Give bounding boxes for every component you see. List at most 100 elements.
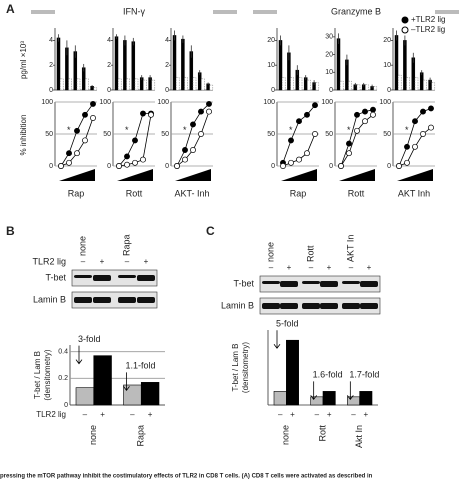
legend-label: –TLR2 lig bbox=[411, 25, 445, 34]
y-tick-label: 100 bbox=[99, 99, 111, 106]
sign-label: – bbox=[349, 263, 354, 272]
bar bbox=[68, 78, 72, 91]
y-tick-label: 50 bbox=[45, 131, 53, 138]
bar bbox=[140, 382, 160, 406]
point bbox=[174, 163, 180, 169]
bar bbox=[348, 80, 352, 91]
y-tick-label: 100 bbox=[157, 99, 169, 106]
point bbox=[296, 156, 302, 163]
sign-label: – bbox=[83, 410, 88, 419]
point bbox=[140, 156, 146, 163]
bar bbox=[307, 79, 311, 91]
point bbox=[132, 137, 138, 144]
point bbox=[420, 108, 426, 115]
sign-label: + bbox=[148, 410, 153, 419]
point bbox=[74, 150, 80, 157]
y-tick-label: 4 bbox=[49, 37, 53, 44]
bar bbox=[286, 339, 299, 406]
y-tick-label: 10 bbox=[383, 62, 391, 69]
x-axis-label: TLR2 lig bbox=[36, 410, 66, 419]
bar bbox=[373, 86, 378, 91]
bar bbox=[151, 79, 156, 91]
bar bbox=[273, 391, 287, 406]
x-category-label: Rott bbox=[317, 425, 327, 442]
bar bbox=[315, 82, 320, 91]
annotation-arrow bbox=[310, 381, 317, 401]
bar bbox=[59, 78, 64, 91]
sign-label: + bbox=[363, 410, 368, 419]
y-tick-label: 0 bbox=[329, 87, 333, 94]
point bbox=[312, 131, 318, 137]
y-axis-label: (densitometry) bbox=[241, 342, 250, 393]
sign-label: + bbox=[367, 263, 372, 272]
point bbox=[304, 150, 310, 157]
y-tick-label: 0 bbox=[271, 87, 275, 94]
bar bbox=[423, 79, 427, 91]
blot-band bbox=[118, 297, 136, 303]
bar bbox=[123, 40, 127, 91]
point bbox=[74, 127, 80, 134]
y-tick-label: 0 bbox=[107, 87, 111, 94]
point bbox=[90, 115, 96, 121]
blot-band bbox=[118, 275, 136, 278]
fold-annotation: 1.7-fold bbox=[349, 370, 379, 380]
series-line bbox=[176, 103, 210, 167]
panel-label: B bbox=[6, 224, 15, 238]
sign-label: + bbox=[100, 410, 105, 419]
point bbox=[412, 143, 418, 150]
y-tick-label: 100 bbox=[41, 99, 53, 106]
bar bbox=[175, 77, 180, 91]
blot-band bbox=[93, 297, 111, 303]
bar bbox=[339, 80, 344, 91]
bar bbox=[131, 41, 136, 91]
blot-strip bbox=[71, 269, 158, 287]
point bbox=[362, 118, 368, 125]
y-tick-label: 50 bbox=[103, 131, 111, 138]
bar bbox=[172, 35, 177, 91]
bar bbox=[117, 78, 122, 91]
chart-title: IFN-γ bbox=[123, 6, 145, 16]
point bbox=[148, 111, 154, 118]
point bbox=[288, 159, 294, 166]
sign-label: – bbox=[125, 257, 130, 266]
y-tick-label: 0 bbox=[165, 163, 169, 170]
fold-annotation: 1.6-fold bbox=[313, 370, 343, 380]
y-tick-label: 10 bbox=[325, 69, 333, 76]
bar bbox=[192, 77, 197, 91]
annotation-arrow bbox=[273, 330, 281, 349]
y-axis-label: % inhibition bbox=[19, 115, 28, 156]
point bbox=[206, 100, 212, 107]
y-tick-label: 100 bbox=[263, 99, 275, 106]
y-tick-label: 50 bbox=[325, 131, 333, 138]
bar bbox=[365, 84, 369, 91]
bar bbox=[298, 77, 303, 91]
bar bbox=[397, 74, 402, 91]
sign-label: – bbox=[351, 410, 356, 419]
band-label: Lamin B bbox=[33, 294, 66, 304]
legend-marker bbox=[401, 16, 409, 24]
sign-label: + bbox=[327, 263, 332, 272]
point bbox=[346, 140, 352, 147]
chart-title: Granzyme B bbox=[331, 6, 381, 16]
blot-band bbox=[137, 297, 155, 303]
point bbox=[370, 106, 376, 113]
sign-label: – bbox=[81, 257, 86, 266]
bar bbox=[76, 78, 81, 91]
bar bbox=[85, 78, 89, 91]
significance-note: * bbox=[405, 125, 409, 135]
bar bbox=[414, 77, 419, 91]
point bbox=[346, 150, 352, 157]
significance-note: * bbox=[183, 125, 187, 135]
blot-band bbox=[320, 303, 338, 309]
fold-annotation: 1.1-fold bbox=[126, 361, 156, 371]
blot-band bbox=[262, 281, 280, 284]
y-tick-label: 0 bbox=[271, 163, 275, 170]
bar bbox=[394, 35, 399, 91]
point bbox=[428, 124, 434, 131]
point bbox=[288, 137, 294, 144]
y-tick-label: 30 bbox=[325, 34, 333, 41]
y-tick-label: 0 bbox=[64, 402, 68, 409]
dose-triangle bbox=[281, 169, 317, 181]
point bbox=[182, 147, 188, 153]
